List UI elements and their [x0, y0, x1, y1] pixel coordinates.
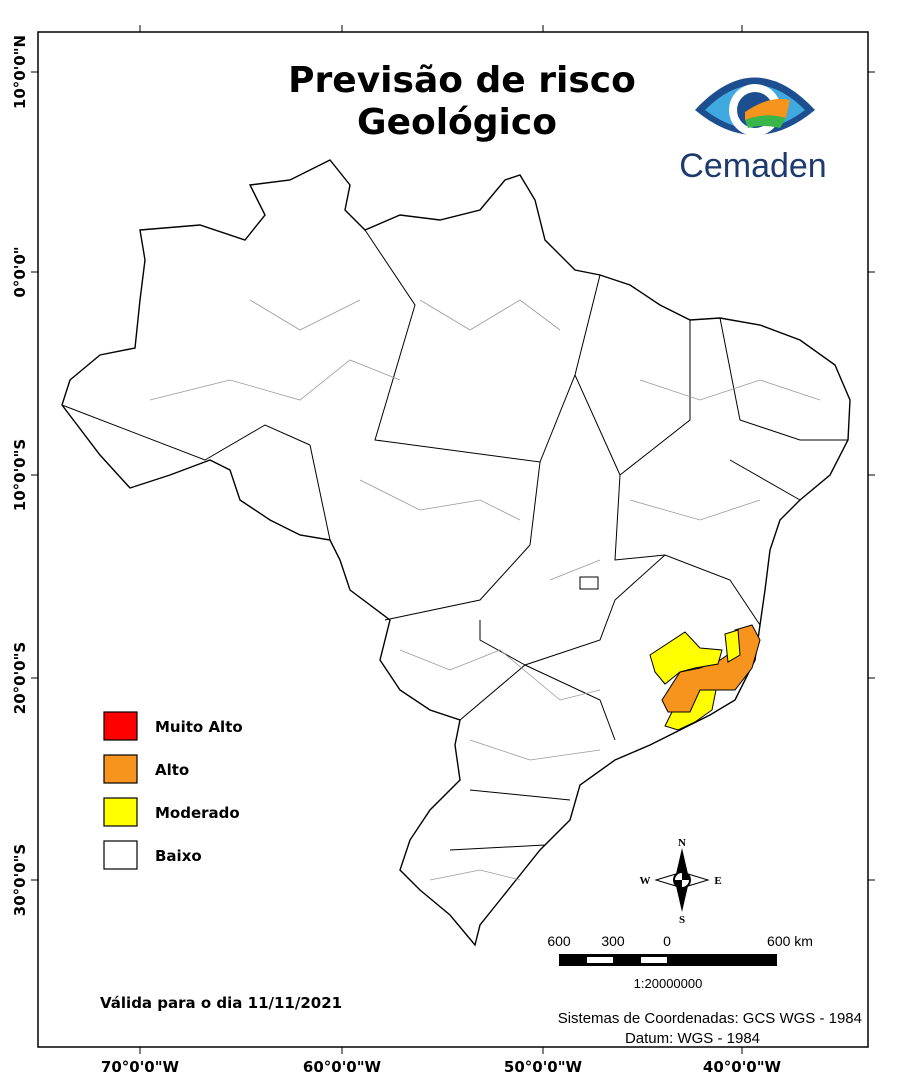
- compass-south: S: [679, 914, 685, 926]
- coordinate-system: Sistemas de Coordenadas: GCS WGS - 1984: [558, 1010, 862, 1027]
- x-coordinate-label: 40°0'0"W: [703, 1058, 782, 1076]
- legend-label: Alto: [155, 761, 189, 779]
- scale-label: 600 km: [767, 933, 813, 949]
- region-moderado: [664, 689, 717, 731]
- legend-swatch: [103, 711, 138, 741]
- y-coordinate-label: 10°0'0"N: [11, 35, 29, 109]
- scale-label: 300: [601, 933, 625, 949]
- logo-text: Cemaden: [679, 147, 826, 185]
- municipal-borders: [149, 299, 821, 881]
- compass-east: E: [714, 875, 721, 887]
- y-coordinate-label: 30°0'0"S: [11, 844, 29, 916]
- y-coordinate-label: 20°0'0"S: [11, 642, 29, 714]
- frame-ticks: 70°0'0"W 60°0'0"W 50°0'0"W 40°0'0"W 10°0'0"N…: [11, 25, 875, 1076]
- legend-label: Moderado: [155, 804, 240, 822]
- legend-label: Muito Alto: [155, 718, 243, 736]
- brazil-outline: [61, 159, 851, 947]
- risk-regions: [649, 624, 761, 731]
- y-coordinate-label: 0°0'0": [11, 246, 29, 297]
- scale-label: 0: [663, 933, 671, 949]
- validity-note: Válida para o dia 11/11/2021: [100, 994, 342, 1012]
- datum: Datum: WGS - 1984: [625, 1030, 760, 1047]
- legend-label: Baixo: [155, 847, 202, 865]
- legend-swatch: [103, 840, 138, 870]
- region-moderado: [649, 631, 723, 685]
- y-coordinate-label: 10°0'0"S: [11, 439, 29, 511]
- x-coordinate-label: 50°0'0"W: [504, 1058, 583, 1076]
- federal-district: [579, 576, 599, 590]
- title-line: Geológico: [357, 102, 557, 143]
- region-moderado: [724, 629, 741, 663]
- legend-swatch: [103, 754, 138, 784]
- scale-ratio: 1:20000000: [634, 976, 703, 991]
- logo: Cemaden: [679, 77, 827, 185]
- compass-west: W: [640, 875, 651, 887]
- title-line: Previsão de risco: [288, 60, 636, 101]
- x-coordinate-label: 70°0'0"W: [101, 1058, 180, 1076]
- compass-north: N: [678, 837, 686, 849]
- state-borders: [61, 229, 848, 851]
- legend-swatch: [103, 797, 138, 827]
- scale-label: 600: [547, 933, 571, 949]
- legend: Muito Alto Alto Moderado Baixo: [103, 711, 243, 870]
- scale-bar: 600 300 0 600 km 1:20000000: [547, 933, 813, 991]
- x-coordinate-label: 60°0'0"W: [303, 1058, 382, 1076]
- north-arrow: N S E W: [640, 837, 722, 926]
